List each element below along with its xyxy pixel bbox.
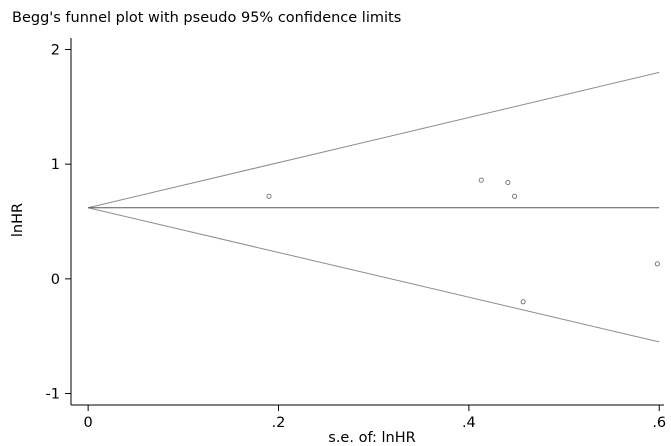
study-point: [478, 177, 484, 183]
y-tick-label: 2: [51, 42, 60, 58]
x-tick-label: .6: [652, 415, 666, 431]
study-point: [266, 193, 272, 199]
study-points: [266, 177, 660, 305]
x-tick-label: 0: [84, 415, 93, 431]
y-axis-label: lnHR: [10, 203, 26, 237]
study-point: [505, 179, 511, 186]
x-tick-label: .2: [272, 415, 286, 431]
study-point: [654, 261, 660, 267]
y-tick-label: 1: [51, 157, 60, 173]
study-point: [520, 299, 526, 305]
study-point: [512, 193, 518, 199]
y-tick-label: 0: [51, 272, 60, 288]
x-tick-label: .4: [462, 415, 476, 431]
upper-limit-line: [88, 71, 660, 209]
x-axis-ticks: 0 .2 .4 .6: [84, 405, 666, 431]
y-axis-ticks: -1 0 1 2: [46, 42, 71, 403]
y-tick-label: -1: [46, 387, 60, 403]
x-axis-label: s.e. of: lnHR: [328, 430, 415, 446]
lower-limit-line: [88, 207, 660, 343]
chart-title: Begg's funnel plot with pseudo 95% confi…: [12, 10, 401, 26]
confidence-limit-lines: [88, 71, 660, 343]
